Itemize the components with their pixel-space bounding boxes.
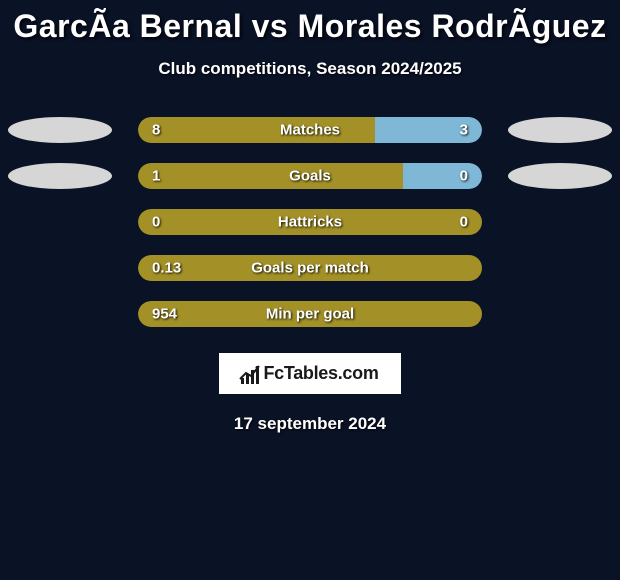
right-value: 0 (460, 168, 468, 185)
stat-row: 0.13 Goals per match (0, 255, 620, 281)
bar-left-segment (138, 163, 403, 189)
brand-chart-icon (241, 364, 259, 384)
left-value: 954 (152, 306, 177, 323)
stat-row: 0 Hattricks 0 (0, 209, 620, 235)
right-value: 3 (460, 122, 468, 139)
stat-row: 1 Goals 0 (0, 163, 620, 189)
brand-box[interactable]: FcTables.com (219, 353, 400, 394)
page-title: GarcÃa Bernal vs Morales RodrÃguez (13, 8, 606, 45)
stat-bar: 1 Goals 0 (138, 163, 482, 189)
left-value: 0.13 (152, 260, 181, 277)
left-value: 1 (152, 168, 160, 185)
stat-bar: 8 Matches 3 (138, 117, 482, 143)
left-value: 0 (152, 214, 160, 231)
right-value: 0 (460, 214, 468, 231)
stat-label: Min per goal (266, 306, 354, 323)
left-value: 8 (152, 122, 160, 139)
stat-bar: 0 Hattricks 0 (138, 209, 482, 235)
bar-right-segment (403, 163, 482, 189)
stat-label: Goals (289, 168, 331, 185)
right-oval (508, 163, 612, 189)
stat-row: 8 Matches 3 (0, 117, 620, 143)
stat-row: 954 Min per goal (0, 301, 620, 327)
left-oval (8, 117, 112, 143)
comparison-card: GarcÃa Bernal vs Morales RodrÃguez Club … (0, 0, 620, 580)
stat-bar: 954 Min per goal (138, 301, 482, 327)
left-oval (8, 163, 112, 189)
subtitle: Club competitions, Season 2024/2025 (158, 59, 461, 79)
stat-rows: 8 Matches 3 1 Goals 0 0 Hattricks 0 0.13 Goals per… (0, 117, 620, 327)
stat-label: Goals per match (251, 260, 369, 277)
right-oval (508, 117, 612, 143)
stat-label: Matches (280, 122, 340, 139)
date-label: 17 september 2024 (234, 414, 386, 434)
stat-bar: 0.13 Goals per match (138, 255, 482, 281)
stat-label: Hattricks (278, 214, 342, 231)
brand-text: FcTables.com (263, 363, 378, 384)
